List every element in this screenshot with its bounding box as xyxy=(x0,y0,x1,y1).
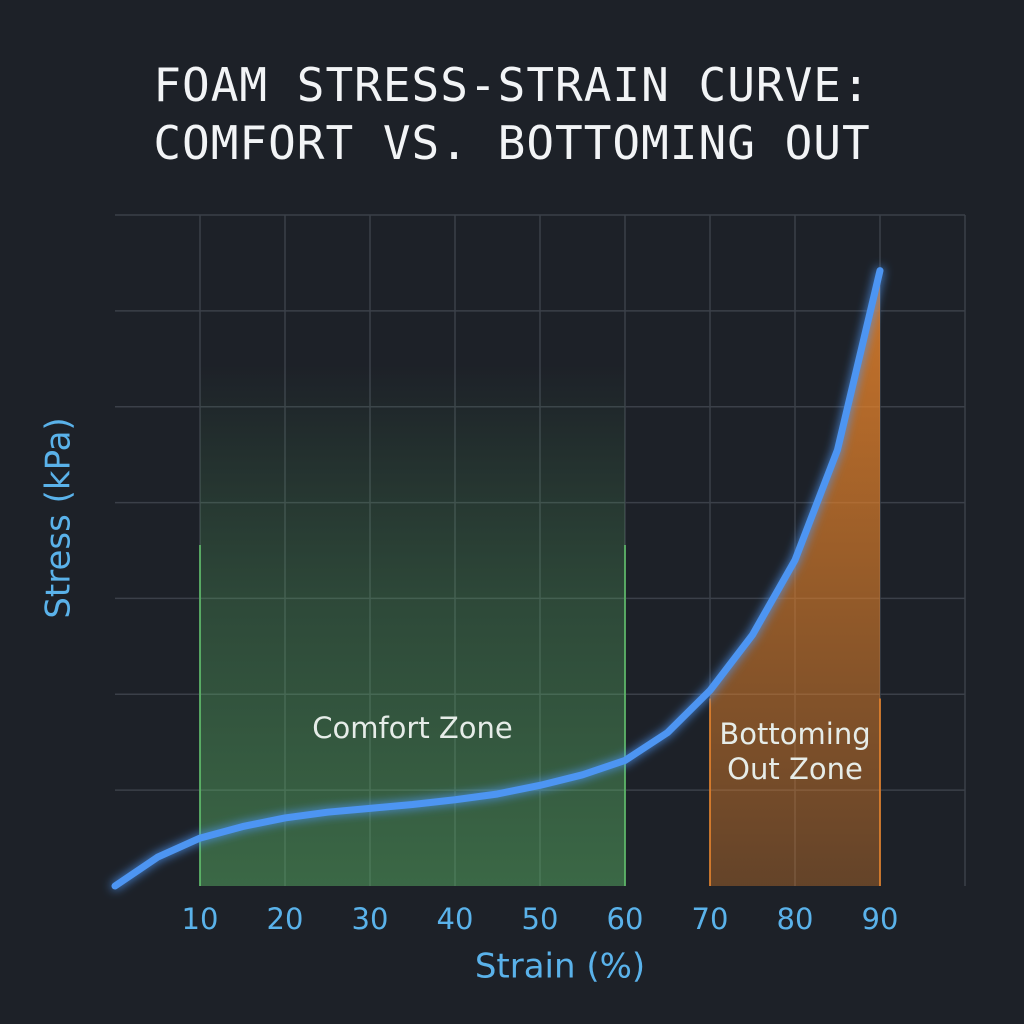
x-tick-label: 60 xyxy=(607,902,644,936)
x-tick-label: 90 xyxy=(862,902,899,936)
x-tick-label: 10 xyxy=(182,902,219,936)
x-tick-label: 70 xyxy=(692,902,729,936)
x-tick-label: 80 xyxy=(777,902,814,936)
bottoming-zone xyxy=(710,270,880,886)
x-tick-label: 40 xyxy=(437,902,474,936)
x-tick-label: 30 xyxy=(352,902,389,936)
x-tick-label: 20 xyxy=(267,902,304,936)
x-tick-label: 50 xyxy=(522,902,559,936)
y-axis-label: Stress (kPa) xyxy=(39,417,79,618)
comfort-zone xyxy=(200,365,625,886)
zone-label: Bottoming Out Zone xyxy=(719,717,871,786)
zone-label: Comfort Zone xyxy=(312,711,513,745)
chart-title: FOAM STRESS-STRAIN CURVE: COMFORT VS. BO… xyxy=(153,58,871,170)
x-axis-label: Strain (%) xyxy=(475,947,645,987)
stress-curve xyxy=(111,267,884,890)
